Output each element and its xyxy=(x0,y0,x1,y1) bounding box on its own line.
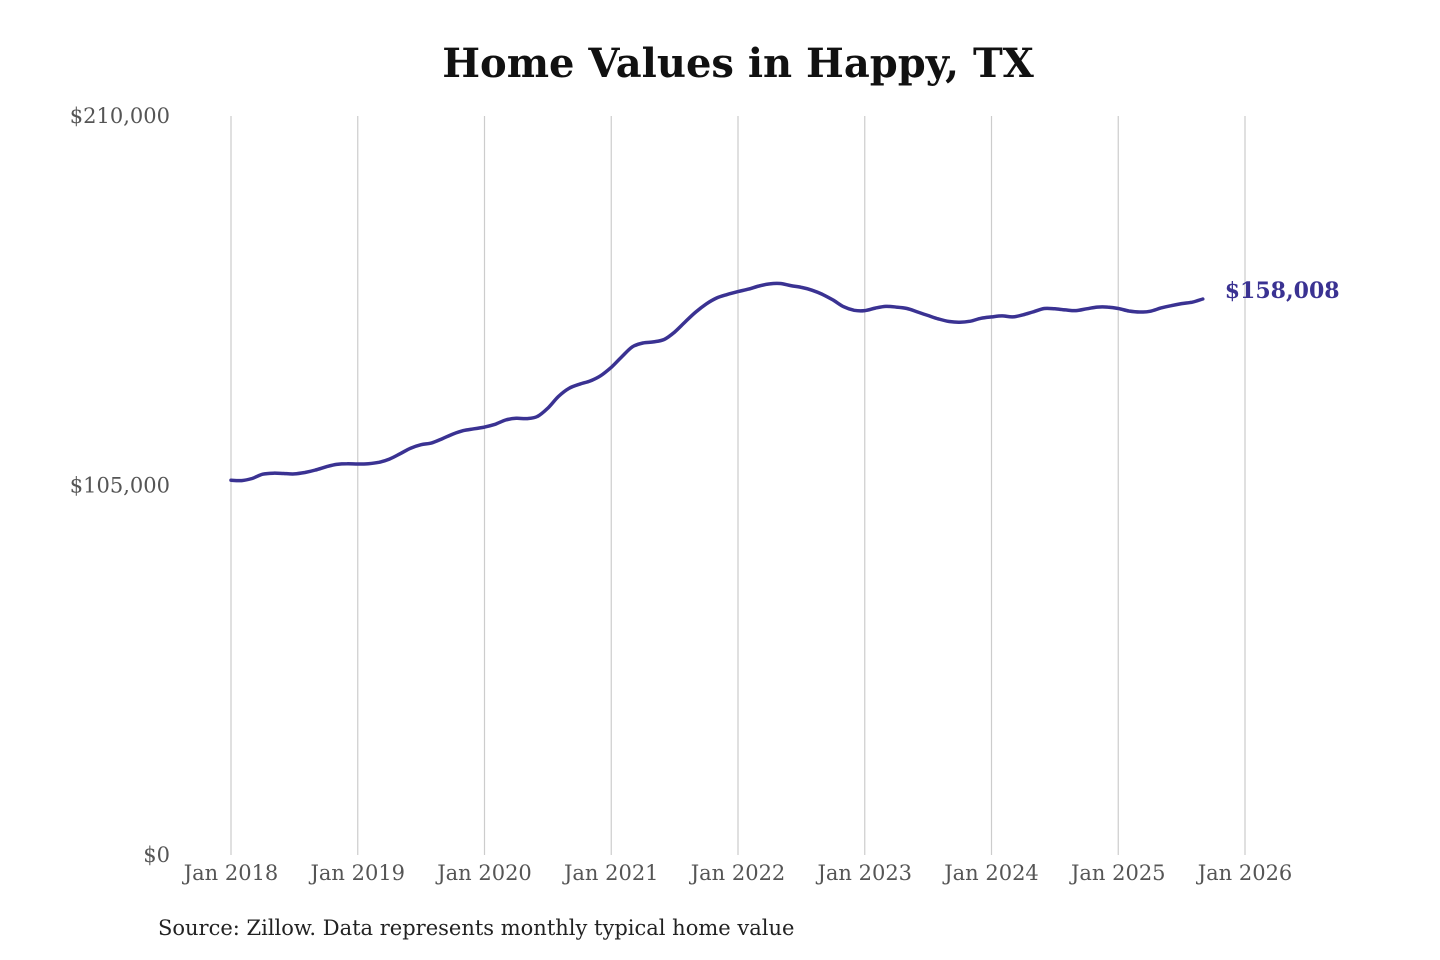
x-tick-label: Jan 2023 xyxy=(815,861,912,885)
y-tick-label: $0 xyxy=(143,843,170,867)
x-tick-label: Jan 2021 xyxy=(562,861,659,885)
y-tick-label: $210,000 xyxy=(70,104,170,128)
x-tick-label: Jan 2022 xyxy=(689,861,786,885)
vertical-gridlines xyxy=(230,116,1246,855)
last-value-label: $158,008 xyxy=(1225,278,1340,304)
x-tick-label: Jan 2019 xyxy=(308,861,405,885)
y-axis-tick-labels: $0 $105,000 $210,000 xyxy=(70,104,170,867)
x-tick-label: Jan 2024 xyxy=(942,861,1039,885)
chart-title: Home Values in Happy, TX xyxy=(442,40,1034,87)
home-value-line xyxy=(229,281,1205,483)
y-tick-label: $105,000 xyxy=(70,474,170,498)
x-tick-label: Jan 2018 xyxy=(182,861,279,885)
x-tick-label: Jan 2020 xyxy=(435,861,532,885)
x-tick-label: Jan 2026 xyxy=(1196,861,1293,885)
x-tick-label: Jan 2025 xyxy=(1069,861,1166,885)
source-note: Source: Zillow. Data represents monthly … xyxy=(158,916,795,940)
x-axis-tick-labels: Jan 2018 Jan 2019 Jan 2020 Jan 2021 Jan 2022… xyxy=(182,861,1293,885)
